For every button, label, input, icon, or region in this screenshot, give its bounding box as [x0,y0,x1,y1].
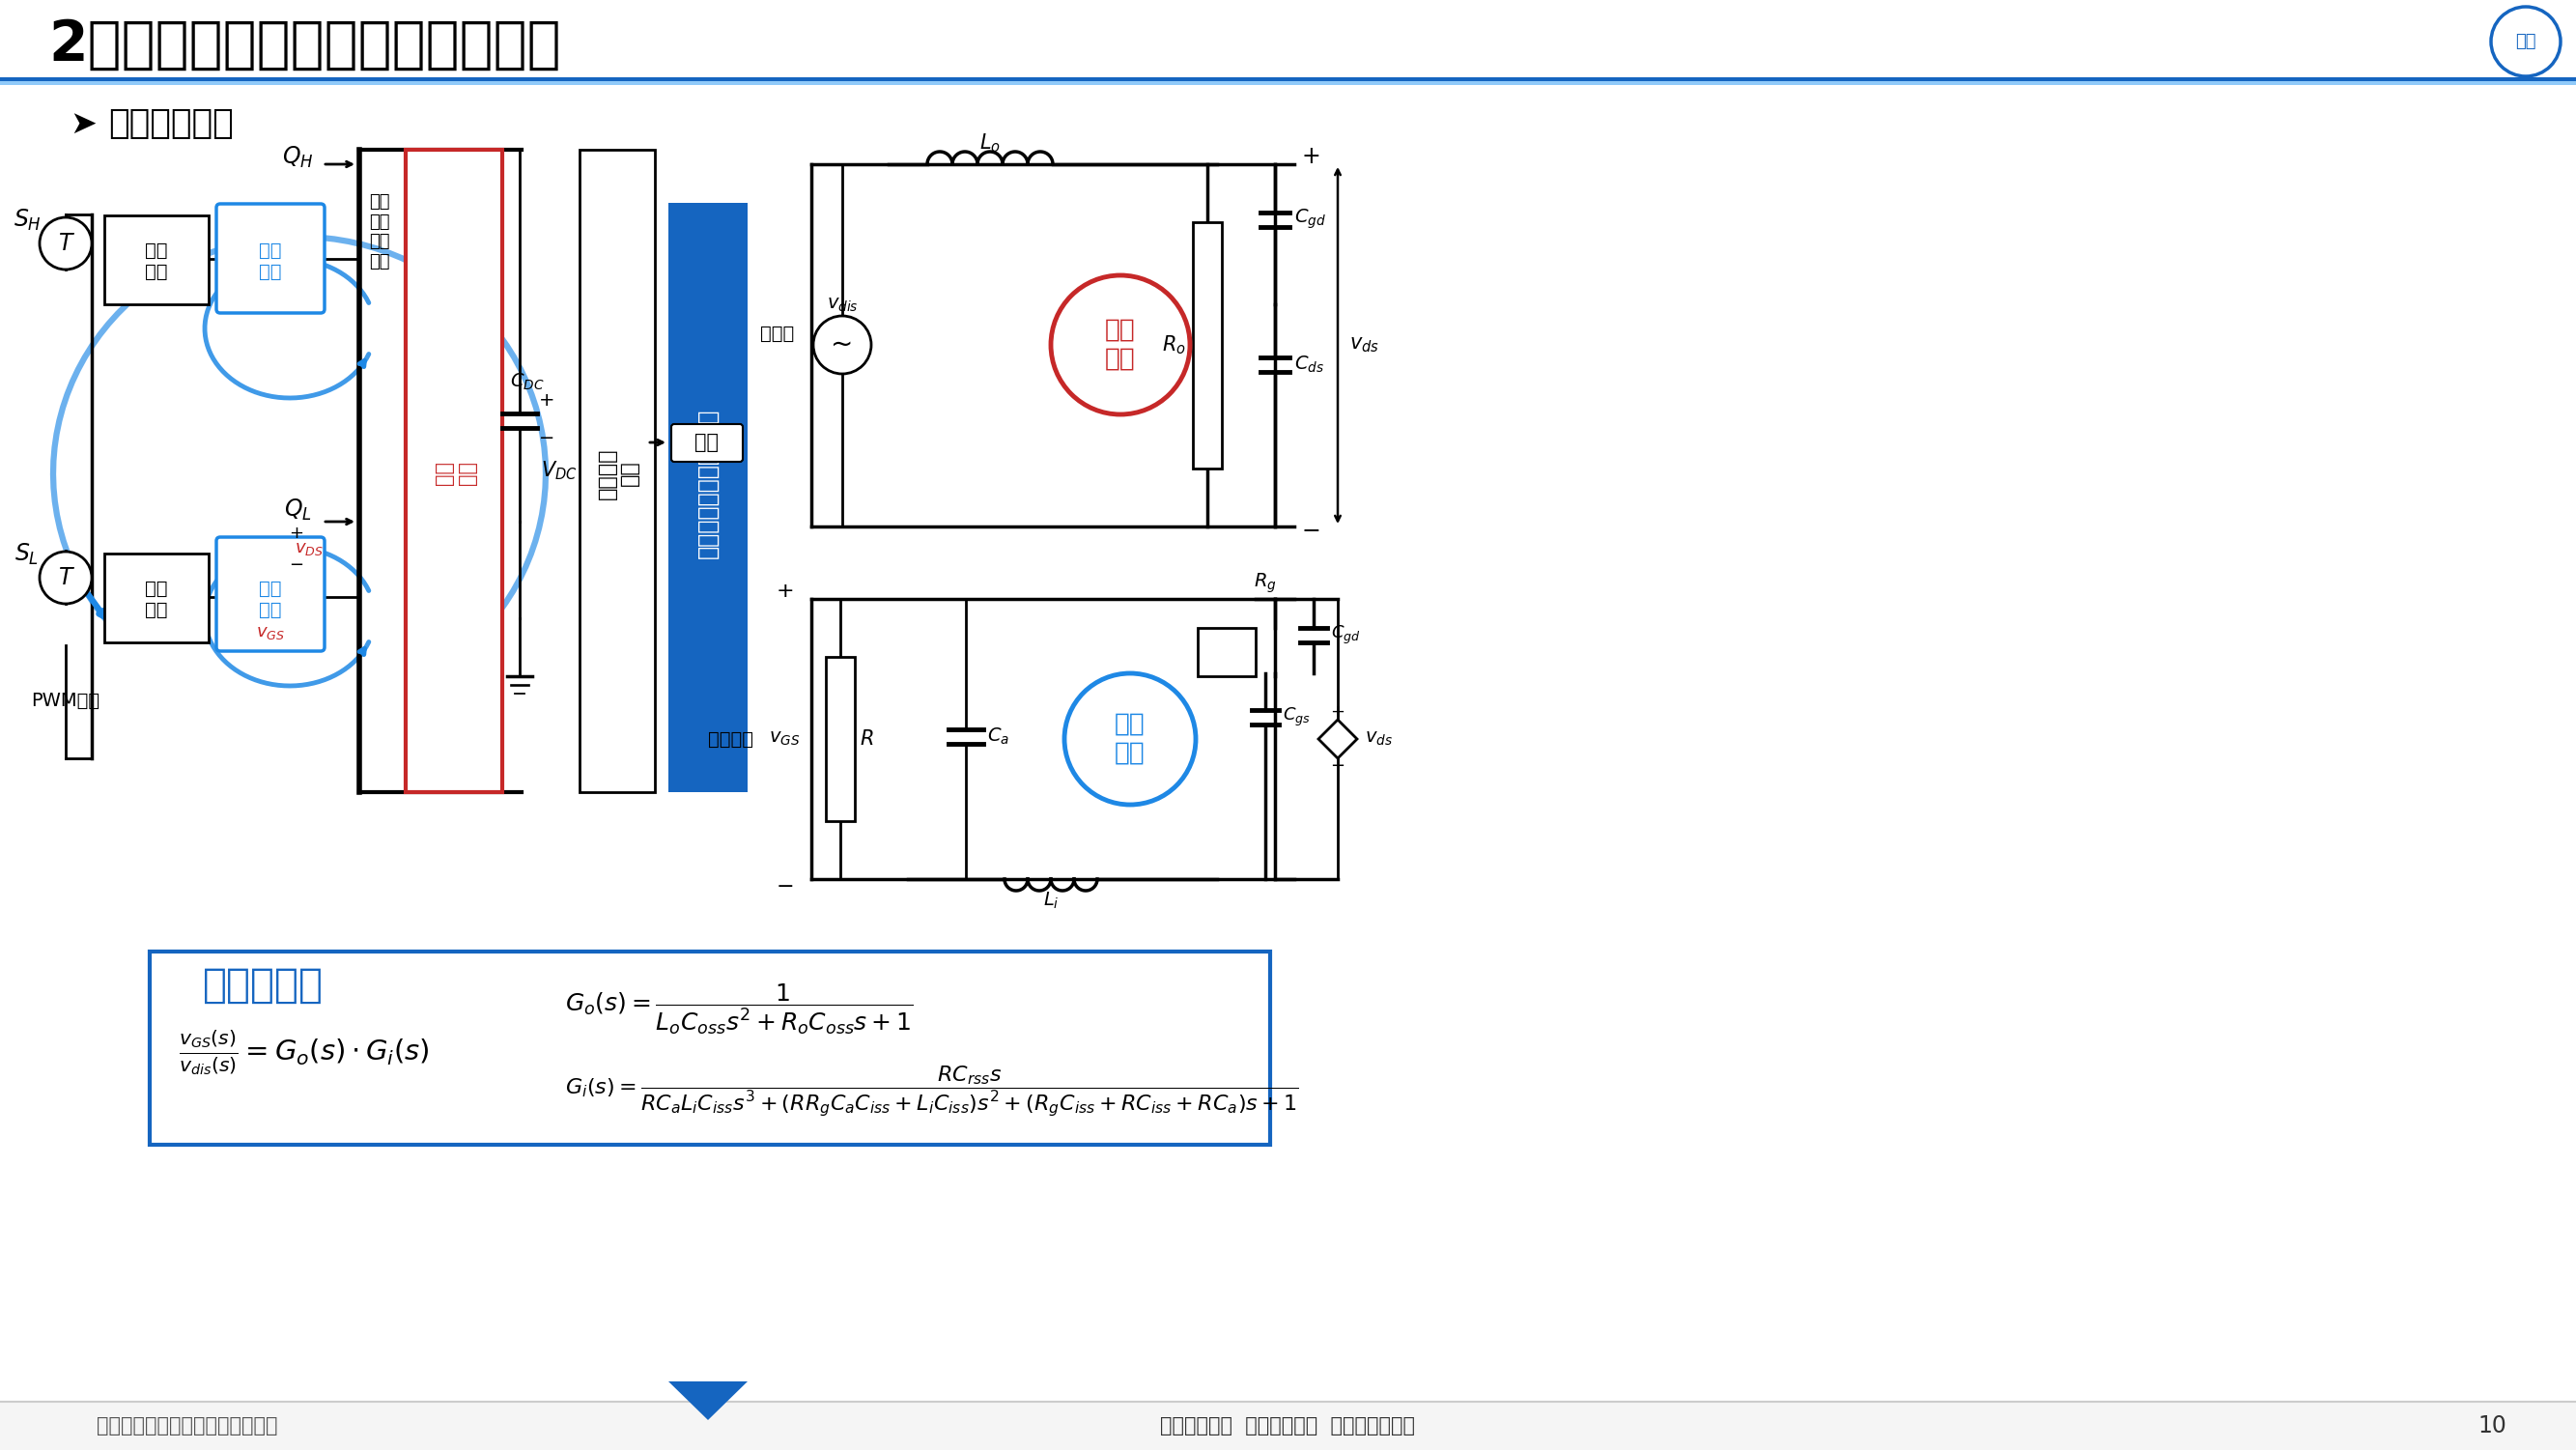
Text: −: − [538,429,554,448]
Text: 交大: 交大 [2514,33,2537,51]
Bar [1198,628,1255,676]
Text: $S_L$: $S_L$ [15,542,39,567]
Circle shape [1051,276,1190,415]
Bar [0,0,2576,77]
Text: $Q_H$: $Q_H$ [281,145,314,170]
FancyBboxPatch shape [672,423,742,461]
Text: 桥臂结构
电路: 桥臂结构 电路 [598,448,639,499]
Polygon shape [667,1382,747,1420]
Text: 干扰传导路径的等效电路: 干扰传导路径的等效电路 [696,407,719,558]
Bar [667,203,747,792]
Text: $C_{gd}$: $C_{gd}$ [1293,207,1327,231]
Text: 驱动
回路: 驱动 回路 [260,241,281,281]
Text: $\frac{v_{GS}(s)}{v_{dis}(s)}=G_o(s)\cdot G_i(s)$: $\frac{v_{GS}(s)}{v_{dis}(s)}=G_o(s)\cdo… [178,1028,430,1077]
Text: 10: 10 [2478,1414,2506,1437]
Bar [404,149,502,792]
Text: +: + [1301,145,1321,168]
Bar [103,216,209,304]
Text: $L_o$: $L_o$ [979,132,999,154]
Text: $G_i(s)=\dfrac{RC_{rss}s}{RC_aL_iC_{iss}s^3+(RR_gC_aC_{iss}+L_iC_{iss})s^2+(R_gC: $G_i(s)=\dfrac{RC_{rss}s}{RC_aL_iC_{iss}… [564,1064,1298,1119]
Circle shape [2491,7,2561,77]
Text: 功率
回路: 功率 回路 [435,461,477,486]
Text: $C_{gs}$: $C_{gs}$ [1283,706,1311,728]
Circle shape [1064,673,1195,805]
Text: +: + [1329,703,1345,721]
Text: $v_{dis}$: $v_{dis}$ [827,296,858,313]
Text: $C_a$: $C_a$ [987,726,1010,747]
Text: ~: ~ [832,332,853,358]
Text: 干扰源: 干扰源 [760,325,793,342]
Text: $L_i$: $L_i$ [1043,890,1059,911]
Text: $v_{GS}$: $v_{GS}$ [255,624,286,641]
Circle shape [39,218,93,270]
Circle shape [814,316,871,374]
Text: $R_g$: $R_g$ [1255,571,1278,596]
Text: 桥臂
中点
输出
端口: 桥臂 中点 输出 端口 [368,193,389,271]
Text: PWM信号: PWM信号 [31,692,100,709]
Text: +: + [775,581,793,600]
Text: −: − [775,877,793,896]
Text: 中国电工技术学会新媒体平台发布: 中国电工技术学会新媒体平台发布 [95,1417,278,1435]
Text: $C_{DC}$: $C_{DC}$ [510,371,544,392]
Text: 北京交通大学  电气工程学院  电力电子研究所: 北京交通大学 电气工程学院 电力电子研究所 [1159,1417,1414,1435]
Bar [103,554,209,642]
Text: $S_H$: $S_H$ [13,207,41,233]
Polygon shape [1319,719,1358,758]
Text: $v_{ds}$: $v_{ds}$ [1365,729,1394,748]
Text: 2、高速开关动作干扰栅极的路径: 2、高速开关动作干扰栅极的路径 [49,17,562,73]
Text: $v_{ds}$: $v_{ds}$ [1350,335,1378,355]
Text: $Q_L$: $Q_L$ [283,497,312,522]
Text: $C_{ds}$: $C_{ds}$ [1293,354,1324,374]
Bar [580,149,654,792]
Text: 脉冲电压干扰: 脉冲电压干扰 [108,107,234,141]
Text: T: T [59,232,72,255]
FancyBboxPatch shape [216,204,325,313]
Text: $v_{GS}$: $v_{GS}$ [768,729,799,748]
Text: −: − [1329,757,1345,774]
Bar [0,77,2576,81]
Text: −: − [289,557,304,574]
Text: 传递函数：: 传递函数： [204,966,325,1006]
Text: T: T [59,566,72,589]
Text: $V_{DC}$: $V_{DC}$ [541,460,577,481]
Text: $C_{gd}$: $C_{gd}$ [1332,624,1360,645]
Circle shape [39,551,93,603]
Text: 驱动
芯片: 驱动 芯片 [144,241,167,281]
Text: $R_o$: $R_o$ [1162,334,1185,357]
Bar [149,951,1270,1144]
Text: +: + [289,525,304,542]
Circle shape [1301,624,1324,647]
Text: $v_{DS}$: $v_{DS}$ [294,539,325,557]
Text: 简化: 简化 [696,432,719,452]
Text: ➤: ➤ [70,107,95,139]
FancyBboxPatch shape [216,536,325,651]
Bar [827,657,855,821]
Text: $G_o(s)=\dfrac{1}{L_oC_{oss}s^2+R_oC_{oss}s+1}$: $G_o(s)=\dfrac{1}{L_oC_{oss}s^2+R_oC_{os… [564,982,914,1037]
Text: 驱动
芯片: 驱动 芯片 [144,579,167,619]
Text: −: − [1301,519,1321,542]
Text: 驱动
回路: 驱动 回路 [1115,712,1146,766]
Text: $R$: $R$ [860,729,873,748]
Text: 功率
回路: 功率 回路 [1105,318,1136,371]
Bar [0,81,2576,86]
Text: +: + [538,392,554,410]
Bar [1193,222,1221,468]
Bar [0,1402,2576,1450]
Text: 栅源电压: 栅源电压 [708,729,752,748]
Text: 驱动
回路: 驱动 回路 [260,579,281,619]
